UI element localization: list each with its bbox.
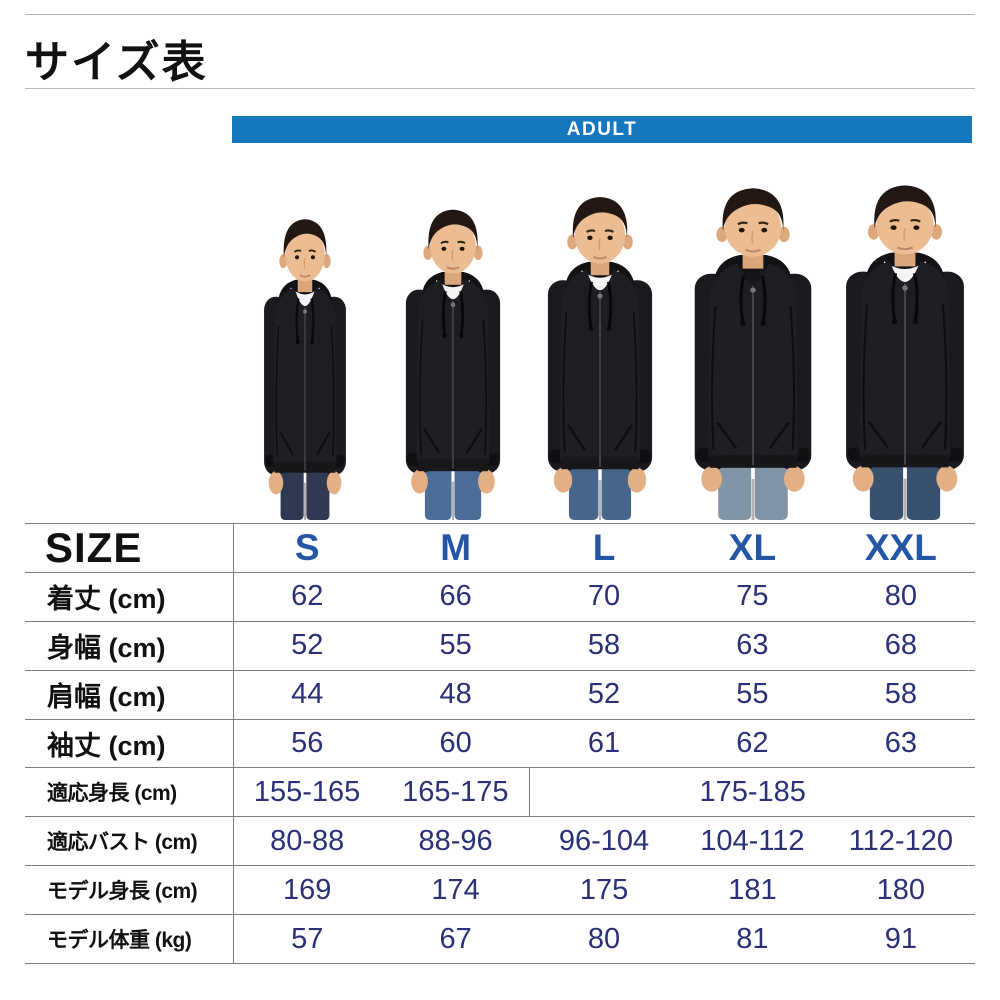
value-cell: 165-175 (402, 775, 509, 808)
value-cell: 52 (587, 678, 621, 711)
row-label: 肩幅 (cm) (47, 682, 166, 713)
size-table-corner-label: SIZE (45, 523, 143, 571)
table-row: 適応身長 (cm) 155-165 165-175 175-185 (25, 767, 975, 817)
row-label: 身幅 (cm) (47, 633, 166, 664)
value-cell: 66 (439, 580, 472, 613)
divider-under-title (25, 88, 975, 89)
value-cell: 91 (884, 922, 917, 955)
table-row: モデル体重 (kg) 57 67 80 81 91 (25, 914, 975, 965)
value-cell: 68 (884, 629, 917, 662)
column-header-m: M (440, 526, 472, 568)
value-cell: 52 (291, 629, 324, 662)
value-cell: 174 (431, 873, 480, 906)
value-cell: 155-165 (253, 775, 361, 808)
value-cell: 80 (587, 922, 621, 955)
value-cell: 112-120 (848, 824, 953, 857)
value-cell: 70 (587, 580, 621, 613)
model-photo-m (377, 200, 529, 520)
model-photo-xxl (810, 175, 1000, 520)
value-cell: 175 (579, 873, 629, 906)
value-cell: 61 (587, 727, 621, 759)
value-cell: 80 (884, 580, 917, 613)
value-cell: 169 (283, 873, 332, 906)
divider-top (25, 14, 975, 15)
value-cell: 58 (884, 678, 917, 711)
model-photo-l (516, 187, 684, 520)
adult-banner: ADULT (232, 116, 972, 143)
value-cell: 181 (728, 873, 777, 906)
size-table: SIZE S M L XL XXL 着丈 (cm) 62 66 70 75 80 身幅 (cm) 52… (25, 523, 975, 965)
row-label: モデル体重 (kg) (47, 929, 192, 953)
value-cell: 175-185 (529, 768, 975, 817)
model-photo-xl (659, 178, 847, 520)
size-table-vertical-divider (233, 523, 234, 964)
page-title: サイズ表 (25, 38, 208, 87)
value-cell: 62 (291, 580, 324, 613)
row-label: 着丈 (cm) (47, 584, 166, 615)
value-cell: 88-96 (418, 824, 493, 857)
value-cell: 81 (736, 922, 769, 955)
table-row: 身幅 (cm) 52 55 58 63 68 (25, 620, 975, 670)
value-cell: 62 (736, 727, 769, 759)
column-header-s: S (294, 526, 320, 568)
value-cell: 75 (736, 580, 769, 613)
value-cell: 44 (291, 678, 324, 711)
row-label: 袖丈 (cm) (47, 731, 166, 761)
model-photo-s (239, 210, 371, 520)
column-header-xl: XL (728, 526, 777, 568)
table-row: 適応バスト (cm) 80-88 88-96 96-104 104-112 112-120 (25, 816, 975, 865)
value-cell: 80-88 (270, 824, 345, 857)
adult-banner-label: ADULT (566, 118, 638, 140)
table-row: モデル身長 (cm) 169 174 175 181 180 (25, 865, 975, 914)
size-table-header-row: SIZE S M L XL XXL (25, 523, 975, 572)
column-header-l: L (592, 526, 616, 568)
value-cell: 67 (439, 922, 472, 955)
value-cell: 55 (439, 629, 472, 662)
value-cell: 57 (291, 922, 324, 955)
value-cell: 96-104 (558, 824, 650, 857)
value-cell: 180 (876, 873, 926, 906)
value-cell: 58 (587, 629, 621, 662)
row-label: モデル身長 (cm) (47, 880, 198, 904)
value-cell: 63 (884, 727, 917, 759)
value-cell: 63 (736, 629, 769, 662)
table-row: 肩幅 (cm) 44 48 52 55 58 (25, 669, 975, 719)
value-cell: 48 (439, 678, 472, 711)
value-cell: 55 (736, 678, 769, 711)
value-cell: 104-112 (700, 824, 805, 857)
value-cell: 60 (439, 727, 472, 759)
column-header-xxl: XXL (864, 526, 937, 568)
value-cell: 56 (291, 727, 324, 759)
row-label: 適応バスト (cm) (47, 831, 198, 855)
model-photo-strip (232, 145, 972, 520)
table-row: 袖丈 (cm) 56 60 61 62 63 (25, 718, 975, 768)
table-row: 着丈 (cm) 62 66 70 75 80 (25, 571, 975, 621)
row-label: 適応身長 (cm) (47, 782, 177, 806)
